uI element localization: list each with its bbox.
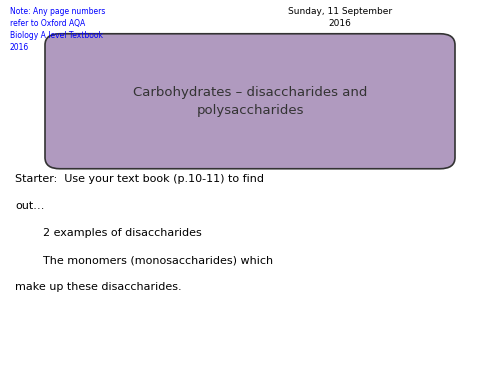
Text: out…: out… [15,201,44,211]
Text: make up these disaccharides.: make up these disaccharides. [15,282,181,292]
Text: Note: Any page numbers
refer to Oxford AQA
Biology A level Textbook
2016: Note: Any page numbers refer to Oxford A… [10,8,106,52]
FancyBboxPatch shape [45,34,455,169]
Text: 2 examples of disaccharides: 2 examples of disaccharides [15,228,202,238]
Text: Carbohydrates – disaccharides and
polysaccharides: Carbohydrates – disaccharides and polysa… [133,86,367,117]
Text: Sunday, 11 September
2016: Sunday, 11 September 2016 [288,8,392,28]
Text: The monomers (monosaccharides) which: The monomers (monosaccharides) which [15,255,273,266]
Text: Starter:  Use your text book (p.10-11) to find: Starter: Use your text book (p.10-11) to… [15,174,264,184]
